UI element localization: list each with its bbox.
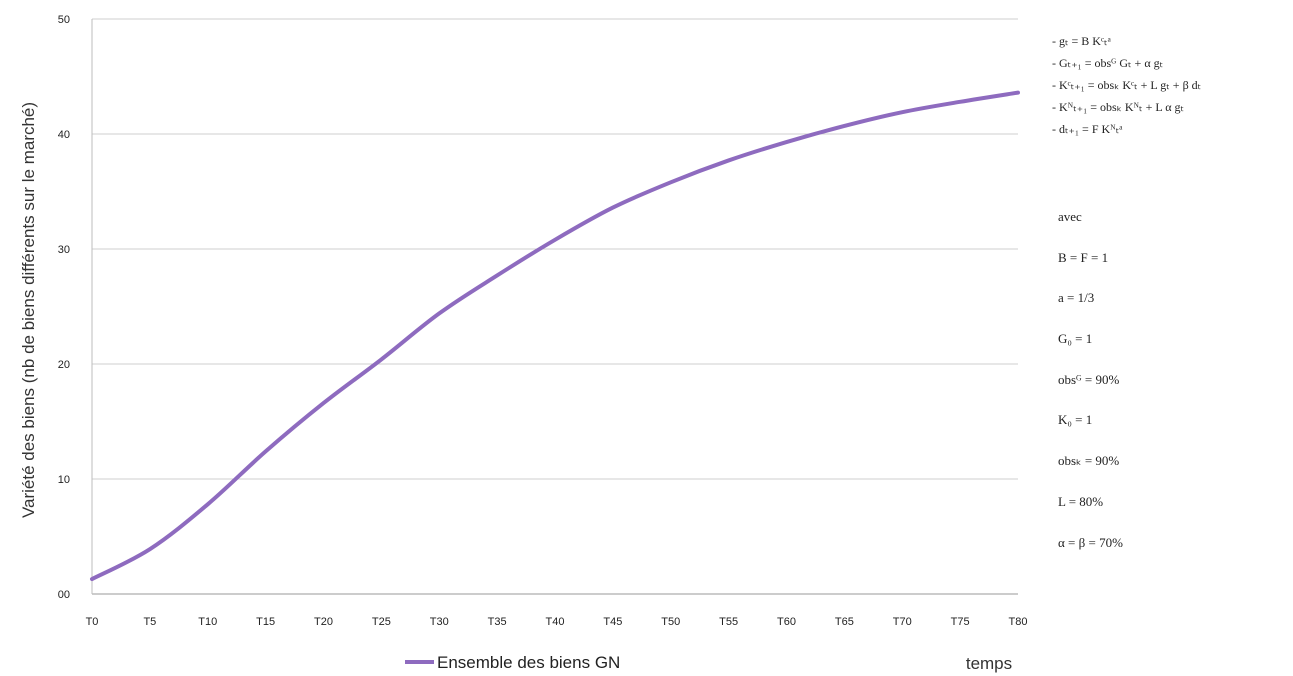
x-tick-label: T80 bbox=[1009, 616, 1028, 628]
parameter: avec bbox=[1058, 209, 1082, 224]
x-tick-label: T5 bbox=[143, 616, 156, 628]
equation: - gₜ = B Kᶜₜᵃ bbox=[1052, 34, 1111, 48]
equation: - Kᶜₜ₊₁ = obsₖ Kᶜₜ + L gₜ + β dₜ bbox=[1052, 78, 1202, 92]
y-axis-label: Variété des biens (nb de biens différent… bbox=[19, 102, 38, 518]
equation: - Gₜ₊₁ = obsᴳ Gₜ + α gₜ bbox=[1052, 56, 1164, 70]
y-tick-label: 40 bbox=[58, 129, 70, 141]
x-tick-label: T35 bbox=[488, 616, 507, 628]
x-tick-label: T0 bbox=[86, 616, 99, 628]
y-tick-label: 50 bbox=[58, 14, 70, 26]
parameter: G₀ = 1 bbox=[1058, 331, 1093, 347]
y-tick-label: 30 bbox=[58, 244, 70, 256]
equation: - dₜ₊₁ = F Kᴺₜᵃ bbox=[1052, 122, 1123, 136]
y-tick-label: 20 bbox=[58, 359, 70, 371]
grid-lines bbox=[91, 18, 1018, 595]
x-tick-label: T30 bbox=[430, 616, 449, 628]
legend: Ensemble des biens GN bbox=[405, 653, 620, 672]
parameter: obsₖ = 90% bbox=[1058, 453, 1120, 469]
x-tick-label: T10 bbox=[198, 616, 217, 628]
equation: - Kᴺₜ₊₁ = obsₖ Kᴺₜ + L α gₜ bbox=[1052, 100, 1185, 114]
x-tick-label: T25 bbox=[372, 616, 391, 628]
parameter: L = 80% bbox=[1058, 493, 1104, 509]
parameter: obsᴳ = 90% bbox=[1058, 371, 1120, 387]
parameter: B = F = 1 bbox=[1058, 249, 1109, 265]
model-parameters: avec B = F = 1 a = 1/3 G₀ = 1 obsᴳ = 90%… bbox=[1058, 205, 1288, 571]
x-tick-label: T65 bbox=[835, 616, 854, 628]
x-tick-label: T70 bbox=[893, 616, 912, 628]
x-tick-label: T45 bbox=[603, 616, 622, 628]
model-equations: - gₜ = B Kᶜₜᵃ - Gₜ₊₁ = obsᴳ Gₜ + α gₜ - … bbox=[1052, 30, 1288, 140]
x-tick-label: T75 bbox=[951, 616, 970, 628]
parameter: α = β = 70% bbox=[1058, 534, 1123, 550]
y-tick-label: 00 bbox=[58, 589, 70, 601]
x-tick-label: T40 bbox=[546, 616, 565, 628]
x-tick-label: T55 bbox=[719, 616, 738, 628]
y-tick-label: 10 bbox=[58, 474, 70, 486]
x-tick-label: T20 bbox=[314, 616, 333, 628]
x-tick-label: T15 bbox=[256, 616, 275, 628]
series-layer bbox=[90, 90, 1020, 582]
parameter: a = 1/3 bbox=[1058, 290, 1095, 306]
series-line bbox=[90, 90, 1020, 582]
x-axis-label: temps bbox=[966, 654, 1012, 673]
legend-label: Ensemble des biens GN bbox=[437, 653, 620, 672]
parameter: K₀ = 1 bbox=[1058, 412, 1093, 428]
x-tick-label: T60 bbox=[777, 616, 796, 628]
x-tick-label: T50 bbox=[661, 616, 680, 628]
x-axis-ticks: T0 T5 T10 T15 T20 T25 T30 T35 T40 T45 T50 T55 T60 T65… bbox=[86, 616, 1028, 628]
y-axis-ticks: 00 10 20 30 40 50 bbox=[58, 14, 70, 601]
